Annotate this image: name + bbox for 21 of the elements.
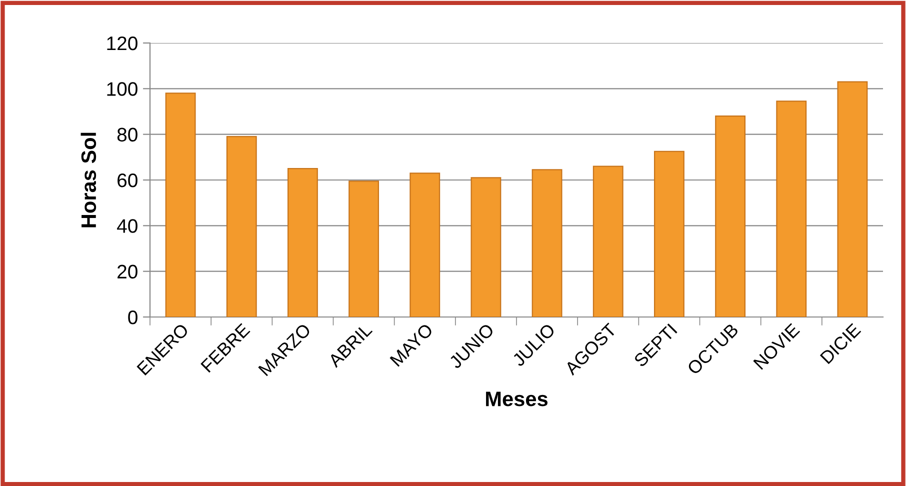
bar	[410, 172, 440, 317]
bar	[654, 150, 684, 317]
y-tick-label: 120	[107, 36, 138, 50]
bar	[715, 116, 746, 317]
bar	[348, 180, 380, 317]
bar	[165, 92, 196, 317]
y-tick-label: 100	[107, 82, 138, 96]
y-tick-label: 40	[117, 219, 138, 233]
y-axis-title: Horas Sol	[80, 132, 96, 228]
y-tick-label: 80	[117, 128, 138, 142]
y-tick-label: 20	[118, 264, 138, 279]
bar	[470, 177, 502, 317]
x-axis-title: Meses	[486, 392, 548, 406]
bar	[532, 169, 562, 317]
bar	[776, 100, 807, 317]
y-tick-label: 60	[118, 173, 138, 188]
bar	[592, 166, 624, 317]
bar	[287, 168, 318, 317]
bar	[837, 81, 868, 317]
y-tick-label: 0	[128, 310, 138, 324]
bar	[226, 136, 257, 317]
